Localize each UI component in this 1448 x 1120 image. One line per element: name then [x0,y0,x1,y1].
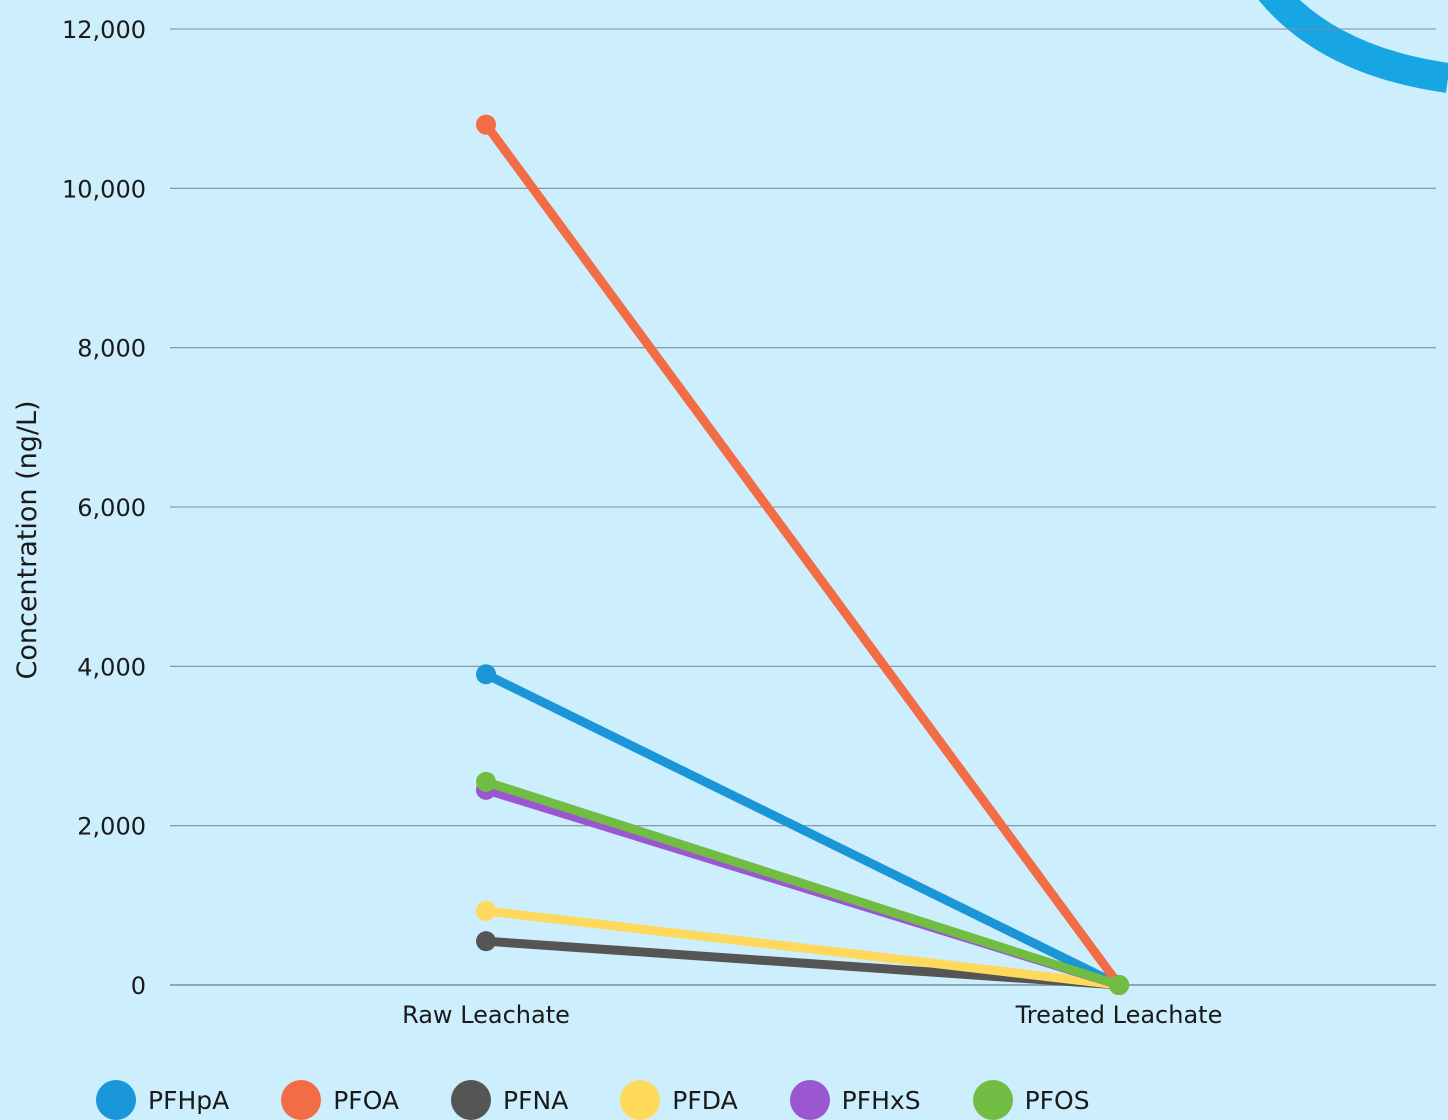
x-tick-label: Raw Leachate [402,1001,570,1029]
legend-label: PFNA [503,1085,569,1115]
gridlines [170,28,1436,986]
y-tick-labels: 0 2,000 4,000 6,000 8,000 10,000 12,000 [62,16,146,1000]
y-tick-label: 8,000 [77,335,146,363]
legend-swatch [620,1080,661,1120]
series-pfos [476,771,1129,995]
legend-label: PFHxS [841,1085,921,1115]
series-line [481,777,1124,990]
legend-item: PFHxS [789,1080,921,1120]
x-tick-label: Treated Leachate [1015,1001,1223,1029]
legend-item: PFDA [620,1080,738,1120]
legend-swatch [972,1080,1013,1120]
series-line [481,936,1124,990]
y-tick-label: 12,000 [62,16,146,44]
series-line [481,906,1124,990]
series-lines [476,114,1129,995]
legend-item: PFOS [972,1080,1090,1120]
x-tick-labels: Raw Leachate Treated Leachate [402,1001,1222,1029]
legend-swatch [281,1080,322,1120]
data-point [476,664,496,685]
data-point [1109,975,1129,995]
legend-item: PFOA [281,1080,399,1120]
legend-item: PFHpA [96,1080,229,1120]
legend-swatch [789,1080,830,1120]
data-point [476,931,496,952]
y-tick-label: 6,000 [77,494,146,522]
legend-label: PFOS [1024,1085,1090,1115]
legend: PFHpA PFOA PFNA PFDA PFHxS PFOS [96,1080,1142,1120]
series-line [481,669,1124,990]
chart: 0 2,000 4,000 6,000 8,000 10,000 12,000 Raw Le… [12,0,1448,1029]
y-tick-label: 10,000 [62,175,146,203]
legend-swatch [96,1080,136,1120]
legend-label: PFDA [672,1085,738,1115]
series-pfoa [476,114,1129,995]
legend-label: PFHpA [148,1085,230,1115]
y-axis-title: Concentration (ng/L) [12,400,43,679]
legend-item: PFNA [451,1080,568,1120]
y-tick-label: 2,000 [77,813,146,841]
y-tick-label: 0 [131,972,146,1000]
series-line [481,120,1124,990]
data-point [476,114,496,135]
data-point [476,900,496,921]
legend-swatch [451,1080,492,1120]
data-point [476,771,496,792]
decorative-arc [1258,0,1448,93]
y-tick-label: 4,000 [77,653,146,681]
legend-label: PFOA [333,1085,400,1115]
